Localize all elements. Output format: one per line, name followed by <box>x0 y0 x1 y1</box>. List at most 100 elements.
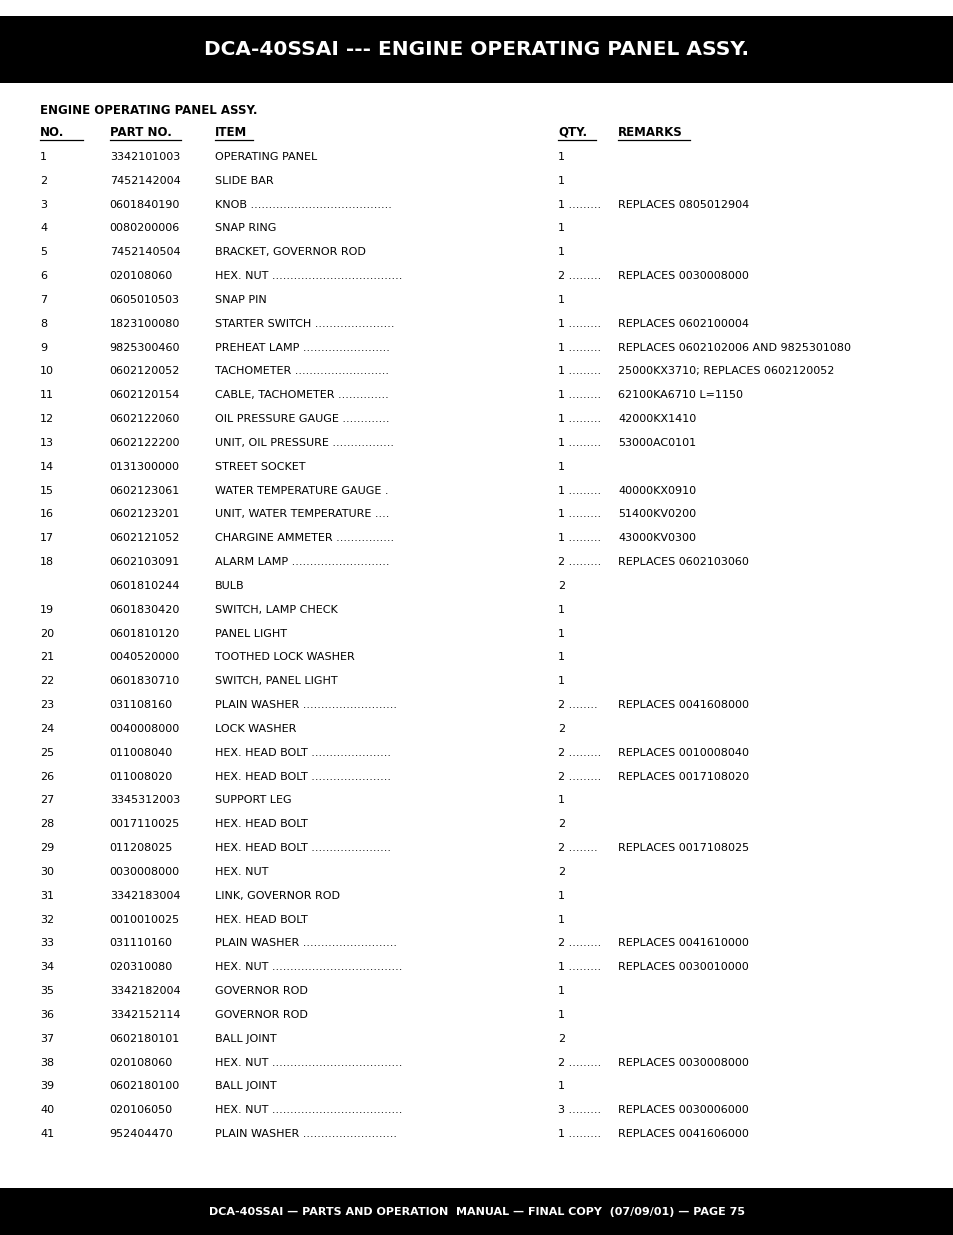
Text: HEX. HEAD BOLT: HEX. HEAD BOLT <box>214 819 307 829</box>
Text: PART NO.: PART NO. <box>110 126 172 140</box>
Text: 13: 13 <box>40 438 54 448</box>
Text: LINK, GOVERNOR ROD: LINK, GOVERNOR ROD <box>214 890 339 900</box>
Text: 62100KA6710 L=1150: 62100KA6710 L=1150 <box>618 390 742 400</box>
Text: 2 .........: 2 ......... <box>558 772 600 782</box>
Text: HEX. NUT ....................................: HEX. NUT ...............................… <box>214 962 401 972</box>
Text: 26: 26 <box>40 772 54 782</box>
Text: 2 .........: 2 ......... <box>558 272 600 282</box>
Text: 0605010503: 0605010503 <box>110 295 179 305</box>
Text: 0601810120: 0601810120 <box>110 629 180 638</box>
Text: 20: 20 <box>40 629 54 638</box>
Text: 1: 1 <box>558 247 564 257</box>
Text: 29: 29 <box>40 844 54 853</box>
Text: 3342152114: 3342152114 <box>110 1010 180 1020</box>
Text: 30: 30 <box>40 867 54 877</box>
Text: GOVERNOR ROD: GOVERNOR ROD <box>214 1010 307 1020</box>
Text: REPLACES 0041608000: REPLACES 0041608000 <box>618 700 748 710</box>
Text: 12: 12 <box>40 414 54 424</box>
Text: TACHOMETER ..........................: TACHOMETER .......................... <box>214 367 388 377</box>
Text: 0040520000: 0040520000 <box>110 652 180 662</box>
Text: 21: 21 <box>40 652 54 662</box>
Text: 1: 1 <box>558 890 564 900</box>
Text: REPLACES 0030008000: REPLACES 0030008000 <box>618 1057 748 1067</box>
Text: 011008040: 011008040 <box>110 748 172 758</box>
Text: 2: 2 <box>40 175 47 185</box>
Text: 0010010025: 0010010025 <box>110 915 180 925</box>
Text: 33: 33 <box>40 939 54 948</box>
Text: 011208025: 011208025 <box>110 844 172 853</box>
Text: 1 .........: 1 ......... <box>558 390 600 400</box>
Text: 18: 18 <box>40 557 54 567</box>
Text: SUPPORT LEG: SUPPORT LEG <box>214 795 291 805</box>
Text: 2 .........: 2 ......... <box>558 1057 600 1067</box>
Text: 2 ........: 2 ........ <box>558 700 598 710</box>
Text: BALL JOINT: BALL JOINT <box>214 1034 276 1044</box>
Text: HEX. NUT: HEX. NUT <box>214 867 268 877</box>
Text: BRACKET, GOVERNOR ROD: BRACKET, GOVERNOR ROD <box>214 247 365 257</box>
Text: REPLACES 0017108020: REPLACES 0017108020 <box>618 772 748 782</box>
Text: REPLACES 0030006000: REPLACES 0030006000 <box>618 1105 748 1115</box>
Text: 17: 17 <box>40 534 54 543</box>
Text: 53000AC0101: 53000AC0101 <box>618 438 696 448</box>
Text: 24: 24 <box>40 724 54 734</box>
Text: REPLACES 0805012904: REPLACES 0805012904 <box>618 200 749 210</box>
Text: 25000KX3710; REPLACES 0602120052: 25000KX3710; REPLACES 0602120052 <box>618 367 834 377</box>
Text: OPERATING PANEL: OPERATING PANEL <box>214 152 316 162</box>
Text: BALL JOINT: BALL JOINT <box>214 1082 276 1092</box>
Text: 031110160: 031110160 <box>110 939 172 948</box>
Text: 3 .........: 3 ......... <box>558 1105 600 1115</box>
Text: 0040008000: 0040008000 <box>110 724 180 734</box>
Text: 0602122200: 0602122200 <box>110 438 180 448</box>
Text: 11: 11 <box>40 390 54 400</box>
Text: PLAIN WASHER ..........................: PLAIN WASHER .......................... <box>214 939 396 948</box>
Text: 10: 10 <box>40 367 54 377</box>
Text: 1: 1 <box>558 295 564 305</box>
Text: HEX. HEAD BOLT ......................: HEX. HEAD BOLT ...................... <box>214 748 390 758</box>
Text: 23: 23 <box>40 700 54 710</box>
Text: PLAIN WASHER ..........................: PLAIN WASHER .......................... <box>214 700 396 710</box>
Text: 7: 7 <box>40 295 47 305</box>
Text: 1: 1 <box>558 152 564 162</box>
Text: 1 .........: 1 ......... <box>558 319 600 329</box>
FancyBboxPatch shape <box>0 1188 953 1235</box>
Text: 40000KX0910: 40000KX0910 <box>618 485 696 495</box>
Text: CHARGINE AMMETER ................: CHARGINE AMMETER ................ <box>214 534 394 543</box>
Text: DCA-40SSAI — PARTS AND OPERATION  MANUAL — FINAL COPY  (07/09/01) — PAGE 75: DCA-40SSAI — PARTS AND OPERATION MANUAL … <box>209 1207 744 1216</box>
Text: 1: 1 <box>558 462 564 472</box>
Text: 0602120154: 0602120154 <box>110 390 180 400</box>
Text: OIL PRESSURE GAUGE .............: OIL PRESSURE GAUGE ............. <box>214 414 389 424</box>
Text: SLIDE BAR: SLIDE BAR <box>214 175 273 185</box>
Text: 51400KV0200: 51400KV0200 <box>618 510 696 520</box>
Text: 1: 1 <box>558 986 564 997</box>
Text: 2: 2 <box>558 867 564 877</box>
Text: 1: 1 <box>558 795 564 805</box>
Text: 1: 1 <box>558 224 564 233</box>
Text: 1: 1 <box>558 629 564 638</box>
Text: 0601830420: 0601830420 <box>110 605 180 615</box>
Text: 1 .........: 1 ......... <box>558 342 600 352</box>
Text: CABLE, TACHOMETER ..............: CABLE, TACHOMETER .............. <box>214 390 388 400</box>
Text: REPLACES 0041610000: REPLACES 0041610000 <box>618 939 748 948</box>
Text: 020106050: 020106050 <box>110 1105 172 1115</box>
Text: LOCK WASHER: LOCK WASHER <box>214 724 295 734</box>
Text: 1: 1 <box>558 1010 564 1020</box>
Text: 3345312003: 3345312003 <box>110 795 180 805</box>
Text: 7452140504: 7452140504 <box>110 247 180 257</box>
Text: 1: 1 <box>558 605 564 615</box>
Text: 41: 41 <box>40 1129 54 1139</box>
Text: 2: 2 <box>558 724 564 734</box>
Text: 1 .........: 1 ......... <box>558 485 600 495</box>
Text: QTY.: QTY. <box>558 126 587 140</box>
Text: 6: 6 <box>40 272 47 282</box>
Text: 1 .........: 1 ......... <box>558 414 600 424</box>
Text: REPLACES 0017108025: REPLACES 0017108025 <box>618 844 748 853</box>
Text: 19: 19 <box>40 605 54 615</box>
Text: 3: 3 <box>40 200 47 210</box>
Text: HEX. NUT ....................................: HEX. NUT ...............................… <box>214 1105 401 1115</box>
Text: REPLACES 0030010000: REPLACES 0030010000 <box>618 962 748 972</box>
Text: 020108060: 020108060 <box>110 272 172 282</box>
Text: 0131300000: 0131300000 <box>110 462 179 472</box>
Text: 2: 2 <box>558 819 564 829</box>
Text: 9825300460: 9825300460 <box>110 342 180 352</box>
Text: 1 .........: 1 ......... <box>558 510 600 520</box>
